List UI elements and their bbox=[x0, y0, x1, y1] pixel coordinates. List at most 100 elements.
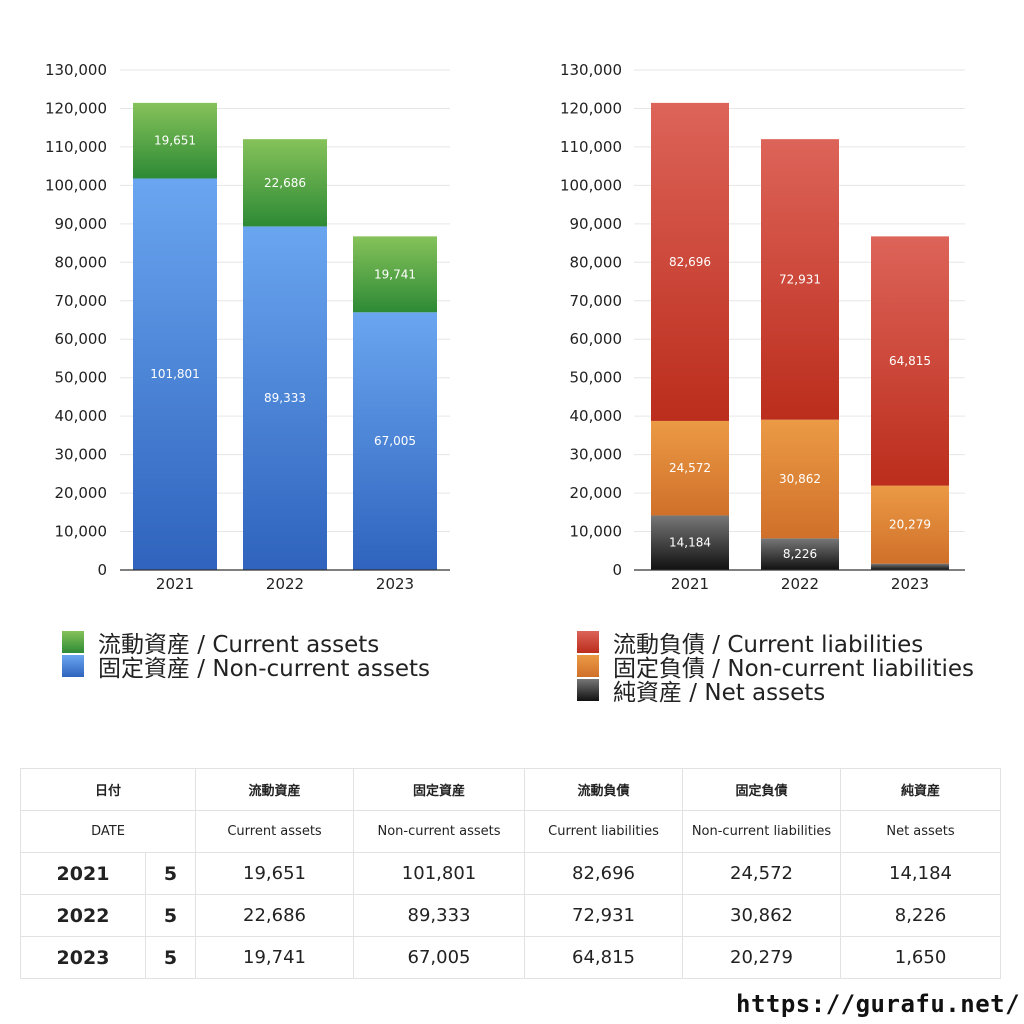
bar-non-current-liabilities-2022 bbox=[761, 419, 839, 539]
y-tick-label: 40,000 bbox=[570, 407, 623, 425]
y-tick-label: 120,000 bbox=[45, 99, 107, 117]
cell-non-current-liabilities: 30,862 bbox=[682, 894, 842, 937]
cell-current-assets: 19,741 bbox=[195, 936, 355, 979]
legend-swatch-net-assets bbox=[577, 679, 599, 701]
y-tick-label: 10,000 bbox=[55, 523, 108, 541]
bar-current-liabilities-2023 bbox=[871, 236, 949, 486]
x-tick-label: 2021 bbox=[671, 575, 709, 593]
bar-current-assets-2021 bbox=[133, 102, 217, 179]
cell-net-assets: 8,226 bbox=[840, 894, 1002, 937]
header-current-assets-en: Current assets bbox=[195, 810, 355, 853]
y-tick-label: 60,000 bbox=[570, 330, 623, 348]
data-label: 8,226 bbox=[783, 547, 817, 561]
table-header-jp: 日付 流動資産 固定資産 流動負債 固定負債 純資産 bbox=[19, 768, 1002, 811]
row-year: 2021 bbox=[20, 852, 146, 895]
y-tick-label: 70,000 bbox=[570, 292, 623, 310]
liabilities-chart: 0 10,000 20,000 30,000 40,000 50,000 60,000 70,… bbox=[560, 61, 965, 593]
y-tick-label: 30,000 bbox=[570, 446, 623, 464]
table-row: 2021 5 19,651 101,801 82,696 24,572 14,1… bbox=[20, 852, 1002, 895]
cell-non-current-liabilities: 20,279 bbox=[682, 936, 842, 979]
y-tick-label: 20,000 bbox=[55, 484, 108, 502]
data-label: 20,279 bbox=[889, 518, 931, 532]
y-tick-label: 50,000 bbox=[570, 369, 623, 387]
data-label: 64,815 bbox=[889, 354, 931, 368]
x-tick-label: 2021 bbox=[156, 575, 194, 593]
data-table: 日付 流動資産 固定資産 流動負債 固定負債 純資産 DATE Current … bbox=[19, 768, 1002, 979]
bar-current-assets-2023 bbox=[353, 236, 437, 313]
bar-current-liabilities-2021 bbox=[651, 102, 729, 421]
y-tick-label: 90,000 bbox=[55, 215, 108, 233]
legend-item-non-current-assets: 固定資産 / Non-current assets bbox=[62, 654, 430, 682]
data-label: 19,741 bbox=[374, 267, 416, 281]
cell-net-assets: 14,184 bbox=[840, 852, 1002, 895]
header-non-current-liabilities-jp: 固定負債 bbox=[682, 768, 842, 811]
y-tick-label: 90,000 bbox=[570, 215, 623, 233]
header-net-assets-en: Net assets bbox=[840, 810, 1002, 853]
y-tick-label: 30,000 bbox=[55, 446, 108, 464]
row-year: 2022 bbox=[20, 894, 146, 937]
table-row: 2023 5 19,741 67,005 64,815 20,279 1,650 bbox=[20, 936, 1002, 979]
y-tick-label: 110,000 bbox=[45, 138, 107, 156]
header-date-jp: 日付 bbox=[19, 768, 197, 811]
header-net-assets-jp: 純資産 bbox=[840, 768, 1002, 811]
y-tick-label: 50,000 bbox=[55, 369, 108, 387]
bar-net-assets-2022 bbox=[761, 538, 839, 570]
x-tick-label: 2023 bbox=[376, 575, 414, 593]
header-non-current-liabilities-en: Non-current liabilities bbox=[682, 810, 842, 853]
data-label: 82,696 bbox=[669, 255, 711, 269]
row-count: 5 bbox=[144, 852, 197, 895]
liabilities-legend: 流動負債 / Current liabilities 固定負債 / Non-cu… bbox=[577, 630, 974, 706]
cell-non-current-assets: 101,801 bbox=[353, 852, 526, 895]
legend-item-current-liabilities: 流動負債 / Current liabilities bbox=[577, 630, 974, 658]
bar-non-current-liabilities-2021 bbox=[651, 420, 729, 516]
header-current-liabilities-en: Current liabilities bbox=[524, 810, 684, 853]
data-label: 89,333 bbox=[264, 391, 306, 405]
x-tick-label: 2022 bbox=[781, 575, 819, 593]
legend-label-current-liabilities: 流動負債 / Current liabilities bbox=[613, 632, 924, 658]
header-date-en: DATE bbox=[19, 810, 197, 853]
data-label: 101,801 bbox=[150, 367, 200, 381]
y-tick-label: 130,000 bbox=[45, 61, 107, 79]
legend-item-non-current-liabilities: 固定負債 / Non-current liabilities bbox=[577, 654, 974, 682]
y-tick-label: 120,000 bbox=[560, 99, 622, 117]
y-tick-label: 20,000 bbox=[570, 484, 623, 502]
data-label: 19,651 bbox=[154, 134, 196, 148]
data-label: 67,005 bbox=[374, 434, 416, 448]
y-tick-label: 80,000 bbox=[570, 253, 623, 271]
x-tick-label: 2022 bbox=[266, 575, 304, 593]
bar-current-assets-2022 bbox=[243, 139, 327, 227]
y-tick-label: 40,000 bbox=[55, 407, 108, 425]
y-tick-label: 110,000 bbox=[560, 138, 622, 156]
legend-label-non-current-liabilities: 固定負債 / Non-current liabilities bbox=[613, 656, 974, 682]
table-header-en: DATE Current assets Non-current assets C… bbox=[19, 810, 1002, 853]
bar-net-assets-2023 bbox=[871, 563, 949, 570]
y-tick-label: 100,000 bbox=[45, 176, 107, 194]
legend-label-net-assets: 純資産 / Net assets bbox=[613, 680, 826, 706]
y-tick-label: 70,000 bbox=[55, 292, 108, 310]
legend-item-current-assets: 流動資産 / Current assets bbox=[62, 630, 430, 658]
cell-current-liabilities: 72,931 bbox=[524, 894, 684, 937]
legend-swatch-non-current-liabilities bbox=[577, 655, 599, 677]
legend-swatch-current-liabilities bbox=[577, 631, 599, 653]
bar-non-current-assets-2022 bbox=[243, 226, 327, 570]
legend-item-net-assets: 純資産 / Net assets bbox=[577, 678, 974, 706]
cell-current-liabilities: 64,815 bbox=[524, 936, 684, 979]
y-tick-label: 0 bbox=[612, 561, 622, 579]
bar-non-current-liabilities-2023 bbox=[871, 485, 949, 564]
y-tick-label: 10,000 bbox=[570, 523, 623, 541]
bar-current-liabilities-2022 bbox=[761, 139, 839, 420]
legend-label-current-assets: 流動資産 / Current assets bbox=[98, 632, 380, 658]
bar-net-assets-2021 bbox=[651, 515, 729, 570]
header-non-current-assets-en: Non-current assets bbox=[353, 810, 526, 853]
y-tick-label: 0 bbox=[97, 561, 107, 579]
charts-canvas: 0 10,000 20,000 30,000 40,000 50,000 60,000 70,… bbox=[45, 61, 965, 593]
cell-current-liabilities: 82,696 bbox=[524, 852, 684, 895]
assets-legend: 流動資産 / Current assets 固定資産 / Non-current… bbox=[62, 630, 430, 682]
data-label: 72,931 bbox=[779, 272, 821, 286]
cell-current-assets: 22,686 bbox=[195, 894, 355, 937]
site-url-link[interactable]: https://gurafu.net/ bbox=[736, 990, 1021, 1018]
legend-swatch-non-current-assets bbox=[62, 655, 84, 677]
cell-non-current-assets: 67,005 bbox=[353, 936, 526, 979]
row-count: 5 bbox=[144, 936, 197, 979]
cell-non-current-liabilities: 24,572 bbox=[682, 852, 842, 895]
